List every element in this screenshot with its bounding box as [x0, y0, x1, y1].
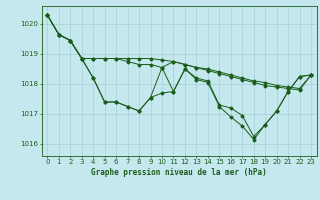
X-axis label: Graphe pression niveau de la mer (hPa): Graphe pression niveau de la mer (hPa) [91, 168, 267, 177]
